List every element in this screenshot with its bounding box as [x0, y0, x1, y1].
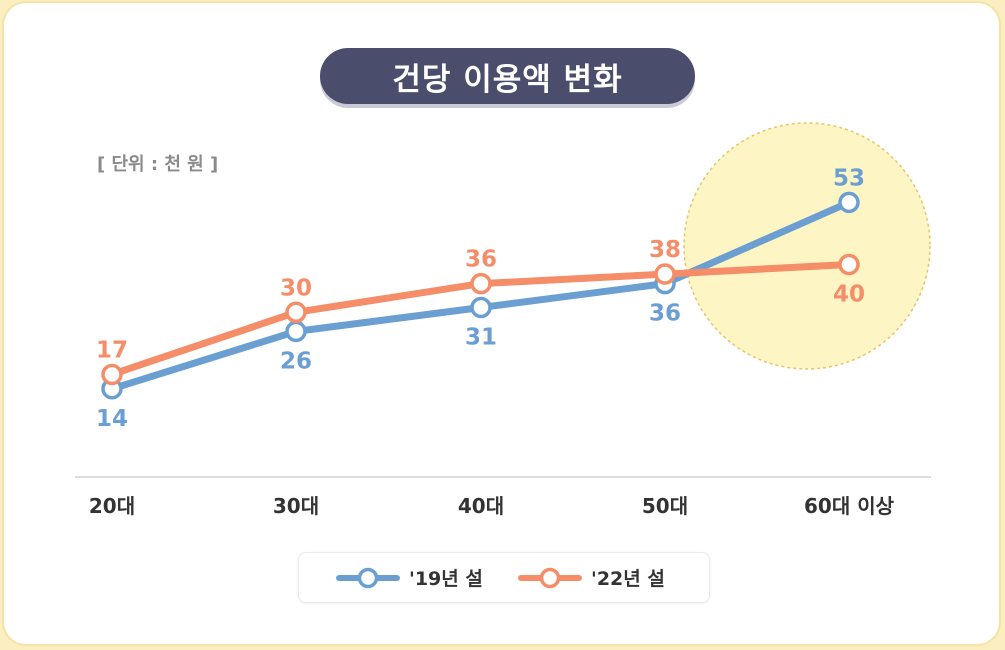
- data-label: 14: [96, 406, 128, 432]
- legend: '19년 설 '22년 설: [298, 552, 710, 603]
- data-label: 31: [465, 325, 497, 351]
- data-point: [654, 263, 676, 285]
- data-point: [285, 320, 307, 343]
- legend-label: '22년 설: [591, 568, 665, 590]
- x-tick-label: 60대 이상: [804, 494, 895, 518]
- data-point: [285, 301, 307, 324]
- data-point: [470, 296, 492, 319]
- data-point: [470, 272, 492, 295]
- data-label: 26: [280, 348, 312, 374]
- data-point: [838, 191, 860, 214]
- x-tick-label: 30대: [273, 494, 319, 518]
- x-tick-label: 40대: [458, 494, 504, 518]
- data-label: 38: [649, 237, 681, 263]
- chart-title: 건당 이용액 변화: [320, 48, 695, 104]
- data-label: 53: [833, 165, 865, 191]
- data-label: 36: [465, 247, 497, 273]
- x-tick-label: 50대: [642, 494, 688, 518]
- legend-label: '19년 설: [409, 568, 483, 590]
- data-label: 17: [96, 337, 128, 363]
- legend-marker: [357, 567, 379, 589]
- data-label: 36: [649, 301, 681, 327]
- data-label: 40: [833, 282, 865, 308]
- data-label: 30: [280, 275, 312, 301]
- data-point: [101, 363, 123, 386]
- x-tick-label: 20대: [89, 494, 135, 518]
- legend-marker: [539, 567, 561, 589]
- data-point: [838, 253, 860, 276]
- highlight-circle: [683, 122, 931, 370]
- legend-items: '19년 설 '22년 설: [336, 567, 665, 590]
- unit-label: [ 단위 : 천 원 ]: [97, 154, 219, 175]
